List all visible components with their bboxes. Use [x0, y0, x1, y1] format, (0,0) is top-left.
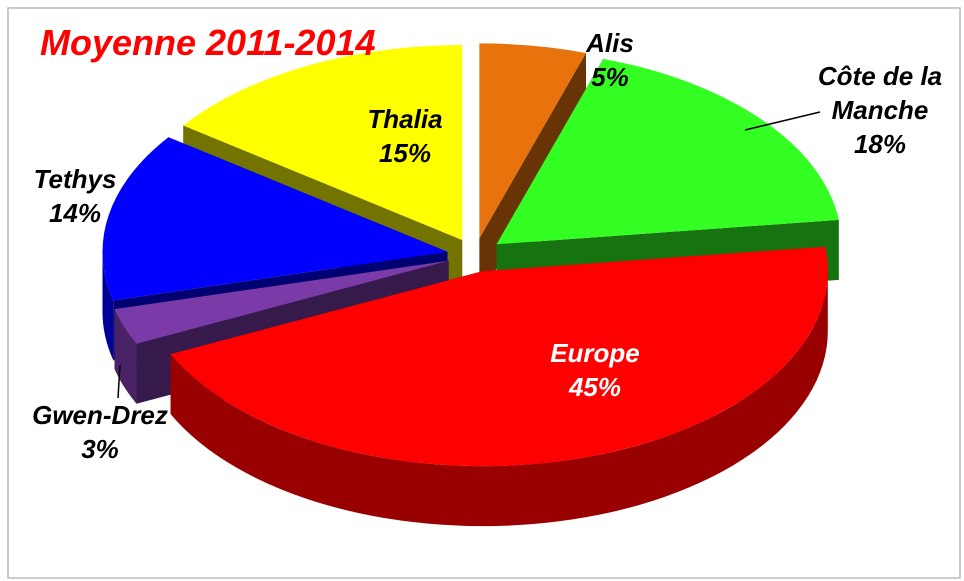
slice [496, 58, 839, 245]
slice [170, 246, 828, 467]
category-label: Gwen-Drez [32, 400, 168, 430]
slice-label: Côte de la Manche 18% [795, 59, 964, 161]
slice-label: Alis 5% [550, 26, 670, 94]
slice-wall [102, 251, 114, 361]
value-label: 3% [81, 434, 119, 464]
slice-wall [114, 309, 137, 404]
slice [479, 43, 586, 239]
value-label: 18% [853, 129, 907, 159]
slice [102, 137, 448, 301]
value-label: 15% [378, 138, 432, 168]
slice-label: Europe 45% [515, 336, 675, 404]
value-label: 45% [568, 372, 622, 402]
leader-line [117, 364, 121, 399]
slice-wall [170, 271, 828, 527]
slice-side [114, 260, 449, 370]
chart-title: Moyenne 2011-2014 [40, 22, 376, 63]
slice-label: Gwen-Drez 3% [0, 398, 200, 466]
slice-label: Thalia 15% [335, 102, 475, 170]
category-label: Thalia [367, 104, 443, 134]
category-label: Côte de la Manche [817, 61, 943, 125]
category-label: Europe [550, 338, 640, 368]
category-label: Alis [586, 28, 634, 58]
slice-label: Tethys 14% [5, 162, 145, 230]
value-label: 14% [48, 198, 102, 228]
category-label: Tethys [33, 164, 117, 194]
frame [7, 7, 961, 579]
leader-line [744, 111, 821, 131]
slice [183, 45, 463, 241]
value-label: 5% [591, 62, 629, 92]
slice [114, 260, 449, 344]
